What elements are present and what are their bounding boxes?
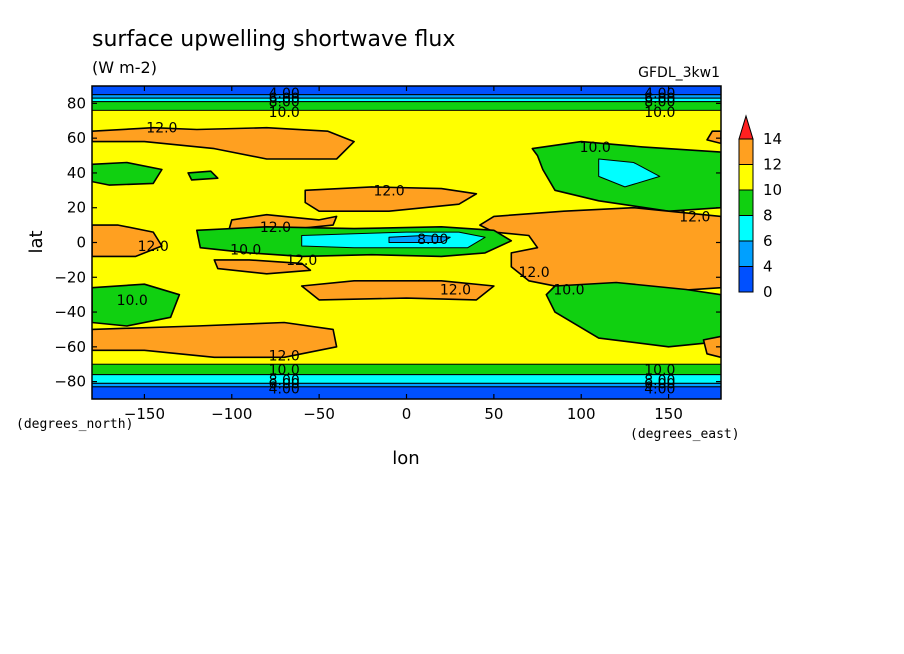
colorbar-swatch-3: [738, 189, 754, 216]
y-tick-label-4: 0: [76, 234, 86, 252]
contour-label-5: 6.00: [644, 91, 675, 107]
contour-label-9: 10.0: [580, 140, 611, 156]
contour-label-26: 10.0: [644, 362, 675, 378]
contour-label-12: 12.0: [260, 220, 291, 236]
colorbar-tick-label-6: 14: [763, 130, 782, 148]
contour-label-23: 8.00: [269, 373, 300, 389]
y-tick-label-3: −20: [54, 268, 86, 286]
contour-label-3: 10.0: [269, 105, 300, 121]
y-tick-label-1: −60: [54, 338, 86, 356]
y-axis: −80 −60 −40 −20 0 20 40 60 80: [54, 94, 721, 391]
contour-label-18: 12.0: [440, 282, 471, 298]
x-tick-label-6: 150: [654, 405, 683, 423]
contour-label-20: 10.0: [117, 293, 148, 309]
colorbar-overflow-triangle: [738, 114, 754, 140]
contour-region-14: [300, 279, 495, 301]
contour-band-3: [92, 101, 721, 111]
contour-label-8: 12.0: [146, 121, 177, 137]
contour-band-7: [92, 386, 721, 399]
colorbar-swatch-4: [738, 164, 754, 191]
contour-region-16: [545, 281, 721, 348]
colorbar-tick-label-3: 8: [763, 207, 773, 225]
colorbar-tick-label-2: 6: [763, 232, 773, 250]
contour-band-1: [92, 94, 721, 99]
colorbar-swatch-0: [738, 266, 754, 293]
colorbar-swatch-5: [738, 138, 754, 165]
contour-region-2: [92, 161, 163, 186]
contour-region-4: [304, 186, 478, 212]
contour-label-28: 6.00: [644, 376, 675, 392]
contour-label-16: 12.0: [286, 253, 317, 269]
contour-fill-layer: [92, 86, 721, 399]
colorbar-tick-label-4: 10: [763, 181, 782, 199]
x-tick-label-3: 0: [402, 405, 412, 423]
contour-band-4: [92, 363, 721, 376]
contour-label-1: 6.00: [269, 91, 300, 107]
contour-label-25: 4.00: [269, 382, 300, 398]
contour-label-13: 12.0: [138, 239, 169, 255]
colorbar-swatch-2: [738, 215, 754, 242]
contour-region-10: [213, 259, 312, 275]
contour-label-22: 10.0: [269, 362, 300, 378]
contour-region-6: [598, 158, 661, 188]
contour-label-24: 6.00: [269, 376, 300, 392]
colorbar-tick-label-0: 0: [763, 283, 773, 301]
y-axis-label: lat: [26, 230, 47, 253]
x-tick-label-4: 50: [484, 405, 503, 423]
x-tick-label-0: −150: [124, 405, 165, 423]
colorbar-swatch-1: [738, 240, 754, 267]
y-tick-label-2: −40: [54, 303, 86, 321]
y-tick-label-0: −80: [54, 373, 86, 391]
contour-region-13: [388, 235, 451, 243]
dataset-label: GFDL_3kw1: [638, 65, 720, 81]
contour-label-27: 8.00: [644, 373, 675, 389]
chart-title: surface upwelling shortwave flux: [92, 27, 455, 52]
contour-region-1: [706, 130, 721, 145]
contour-label-10: 12.0: [373, 183, 404, 199]
x-axis: −150 −100 −50 0 50 100 150: [124, 86, 683, 423]
contour-label-17: 12.0: [518, 265, 549, 281]
x-tick-label-5: 100: [567, 405, 596, 423]
contour-label-14: 10.0: [230, 242, 261, 258]
colorbar-tick-label-1: 4: [763, 258, 773, 276]
contour-label-2: 8.00: [269, 95, 300, 111]
y-tick-label-8: 80: [67, 94, 86, 112]
contour-region-15: [92, 283, 181, 327]
contour-band-2: [92, 97, 721, 103]
contour-label-6: 8.00: [644, 95, 675, 111]
contour-region-7: [479, 206, 721, 296]
y-tick-label-6: 40: [67, 164, 86, 182]
contour-label-15: 8.00: [417, 232, 448, 248]
contour-region-18: [702, 335, 721, 359]
contour-label-7: 10.0: [644, 105, 675, 121]
colorbar: 0 4 6 8 10 12 14: [738, 114, 782, 301]
contour-band-5: [92, 374, 721, 384]
x-units-label: (degrees_east): [630, 427, 740, 442]
contour-label-4: 4.00: [644, 86, 675, 102]
contour-region-3: [187, 170, 219, 181]
y-tick-label-5: 20: [67, 199, 86, 217]
contour-label-11: 12.0: [679, 209, 710, 225]
contour-region-17: [92, 321, 338, 359]
contour-label-21: 12.0: [269, 349, 300, 365]
contour-band-6: [92, 382, 721, 388]
y-tick-label-7: 60: [67, 129, 86, 147]
contour-label-19: 10.0: [553, 282, 584, 298]
units-label: (W m-2): [92, 58, 157, 77]
contour-region-0: [92, 126, 355, 160]
contour-region-8: [92, 224, 163, 258]
x-tick-label-2: −50: [303, 405, 335, 423]
contour-label-layer: 4.006.008.0010.04.006.008.0010.012.010.0…: [117, 86, 711, 398]
y-units-label: (degrees_north): [16, 417, 133, 432]
x-tick-label-1: −100: [211, 405, 252, 423]
x-axis-label: lon: [392, 448, 419, 469]
contour-label-0: 4.00: [269, 86, 300, 102]
colorbar-tick-label-5: 12: [763, 156, 782, 174]
contour-label-29: 4.00: [644, 382, 675, 398]
